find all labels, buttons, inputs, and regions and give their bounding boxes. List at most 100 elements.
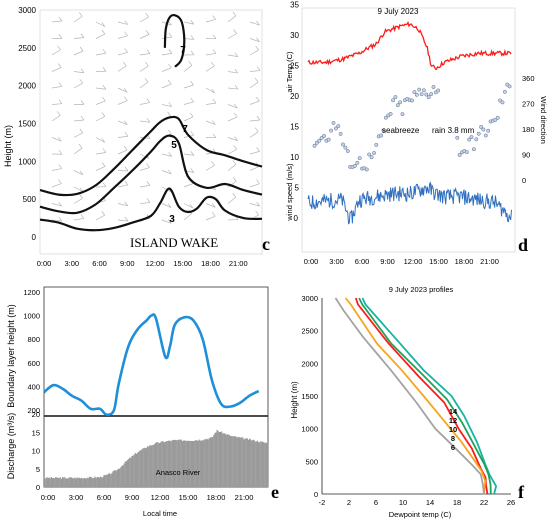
wind-barb [79, 187, 84, 192]
y-tick-label: 20 [32, 410, 40, 419]
wind-direction-point [476, 131, 481, 136]
x-tick-label: 14 [426, 498, 434, 507]
wind-direction-point [493, 117, 498, 122]
panel-d-right-ticks: 0 90 180 270 360 [522, 74, 535, 185]
wind-speed-line [307, 181, 512, 225]
wind-barb [58, 136, 62, 142]
panel-f-x-ticks: -2 2 6 10 14 18 22 26 [319, 498, 516, 507]
profile-line [344, 297, 487, 495]
wind-barb [73, 170, 84, 176]
wind-direction-point [483, 133, 488, 138]
wind-direction-point [338, 131, 343, 136]
wind-direction-point [388, 111, 393, 116]
wind-barb [139, 81, 149, 89]
discharge-bar [191, 441, 194, 487]
wind-barb [79, 78, 84, 84]
wind-barb [51, 115, 61, 122]
x-tick-label: 9:00 [125, 493, 140, 502]
wind-barb [117, 120, 128, 126]
wind-barb [256, 179, 260, 184]
wind-barb [124, 132, 129, 137]
discharge-bar [67, 478, 69, 487]
wind-direction-point [369, 155, 374, 160]
wind-barb [212, 15, 216, 20]
discharge-bar [261, 441, 263, 487]
wind-barb [254, 77, 259, 83]
discharge-bar [166, 441, 168, 487]
profile-line-label: 6 [451, 443, 455, 452]
y-tick-label: 5 [36, 465, 40, 474]
wind-barb [249, 183, 260, 188]
wind-direction-point [333, 126, 338, 131]
wind-barb [146, 98, 151, 103]
discharge-bar [131, 456, 133, 487]
discharge-bar [72, 478, 74, 487]
discharge-bar [187, 440, 189, 487]
wind-direction-point [426, 95, 431, 100]
discharge-bar [234, 436, 236, 487]
panel-d-title: 9 July 2023 [378, 7, 419, 16]
discharge-bar [195, 440, 197, 487]
discharge-bar [152, 444, 154, 487]
wind-direction-point [322, 134, 326, 138]
wind-barb [79, 170, 84, 176]
wind-barb [188, 61, 193, 66]
left-tick-label: 25 [290, 62, 299, 71]
wind-barb [51, 67, 62, 72]
wind-direction-point [474, 137, 479, 142]
discharge-bar [252, 440, 254, 487]
wind-barb [233, 112, 238, 118]
wind-direction-point [341, 142, 345, 147]
wind-barb [117, 51, 128, 56]
wind-barb [117, 65, 127, 72]
discharge-bar [88, 476, 91, 487]
discharge-bar [61, 477, 64, 487]
discharge-bar [54, 477, 56, 487]
wind-barb [80, 68, 85, 73]
wind-barb [51, 86, 62, 89]
wind-direction-point [367, 152, 372, 157]
wind-barb [205, 53, 216, 56]
discharge-bar [177, 440, 179, 487]
discharge-bar [73, 478, 75, 487]
discharge-bar [245, 438, 247, 487]
wind-barb [190, 80, 194, 86]
wind-barb [117, 21, 128, 25]
wind-barb [249, 166, 260, 171]
wind-barb [80, 115, 85, 121]
wind-direction-point [400, 112, 405, 117]
x-tick-label: 3:00 [64, 259, 79, 268]
discharge-bar [159, 442, 161, 487]
wind-barb [249, 49, 259, 56]
wind-barb [73, 50, 84, 56]
wind-barb [139, 53, 150, 56]
discharge-bar [189, 440, 191, 487]
wind-barb [205, 102, 216, 105]
discharge-bar [59, 477, 61, 487]
discharge-bar [250, 439, 252, 487]
profile-line [354, 297, 489, 495]
x-tick-label: 3:00 [69, 493, 84, 502]
x-tick-label: 6:00 [92, 259, 107, 268]
discharge-bar [141, 449, 143, 487]
panel-e-plot [43, 286, 269, 488]
y-tick-label: 600 [27, 359, 40, 368]
wind-barb [145, 12, 149, 18]
wind-barb [73, 82, 83, 89]
wind-barb [227, 54, 238, 57]
discharge-bar [93, 478, 95, 487]
discharge-bar [232, 436, 234, 487]
wind-barb [73, 37, 84, 39]
y-tick-label: 800 [27, 335, 40, 344]
discharge-bar [139, 450, 141, 487]
discharge-bar [172, 440, 175, 487]
discharge-bar [198, 439, 200, 487]
wind-direction-point [329, 128, 334, 133]
wind-barb [249, 81, 259, 89]
discharge-bar [199, 440, 201, 487]
wind-barb [139, 120, 150, 123]
wind-barb [117, 87, 128, 93]
discharge-bar [65, 478, 67, 487]
wind-barb [190, 50, 195, 56]
wind-barb [254, 127, 259, 132]
